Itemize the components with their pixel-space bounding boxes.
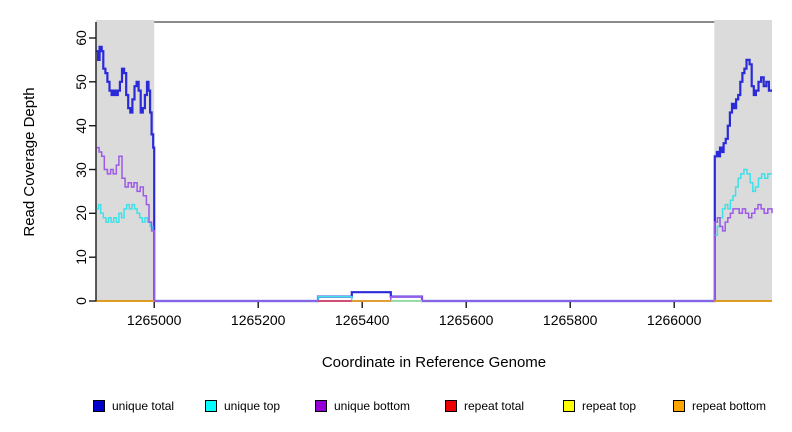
legend-label: repeat total <box>464 399 525 413</box>
y-axis-title: Read Coverage Depth <box>21 87 38 237</box>
legend-swatch <box>315 400 327 412</box>
legend-item-unique-total: unique total <box>93 398 174 414</box>
legend-swatch <box>205 400 217 412</box>
legend-label: unique top <box>224 399 281 413</box>
x-axis-title: Coordinate in Reference Genome <box>321 354 547 371</box>
legend: unique total unique top unique bottom repea… <box>0 398 792 420</box>
x-tick-label: 1265600 <box>438 312 494 328</box>
legend-item-repeat-bottom: repeat bottom <box>673 398 766 414</box>
y-tick-label: 50 <box>73 74 89 90</box>
x-tick-label: 1265800 <box>542 312 598 328</box>
legend-swatch <box>563 400 575 412</box>
x-tick-label: 1265000 <box>126 312 182 328</box>
series-line-unique-bottom <box>96 146 773 302</box>
x-tick-label: 1265400 <box>334 312 390 328</box>
x-tick-label: 1265200 <box>230 312 286 328</box>
legend-label: unique total <box>112 399 175 413</box>
y-tick-label: 20 <box>73 205 89 222</box>
legend-item-unique-top: unique top <box>205 398 280 414</box>
series-line-unique-top <box>96 168 772 302</box>
x-tick-label: 1266000 <box>646 312 702 328</box>
legend-swatch <box>445 400 457 412</box>
legend-label: repeat bottom <box>692 399 767 413</box>
legend-label: unique bottom <box>334 399 411 413</box>
shaded-region <box>714 20 772 301</box>
legend-item-unique-bottom: unique bottom <box>315 398 410 414</box>
y-tick-label: 40 <box>73 117 89 134</box>
y-tick-label: 60 <box>73 30 89 46</box>
y-tick-label: 30 <box>73 161 89 178</box>
legend-label: repeat top <box>582 399 637 413</box>
legend-item-repeat-total: repeat total <box>445 398 524 414</box>
legend-swatch <box>673 400 685 412</box>
legend-item-repeat-top: repeat top <box>563 398 636 414</box>
legend-swatch <box>93 400 105 412</box>
shaded-region <box>96 20 155 301</box>
y-tick-label: 0 <box>73 297 89 305</box>
series-line-unique-total <box>96 45 772 303</box>
y-tick-label: 10 <box>73 249 89 265</box>
